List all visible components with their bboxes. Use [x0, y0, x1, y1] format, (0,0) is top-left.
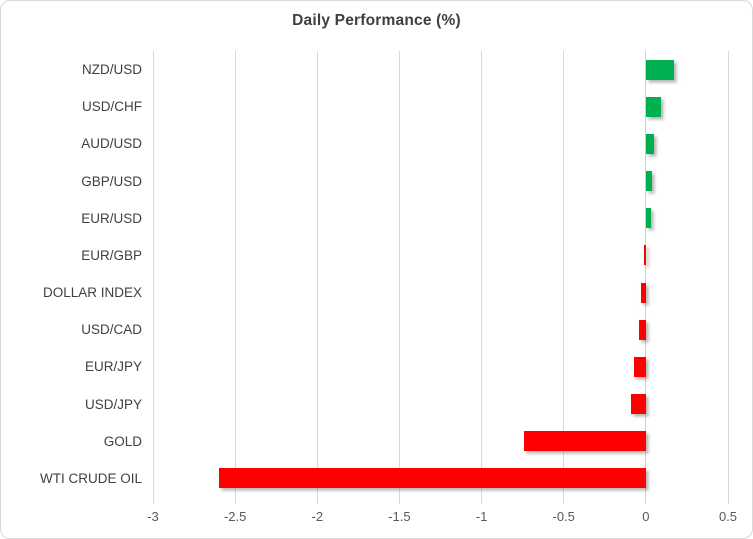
bar-dollar-index [640, 282, 646, 303]
bar-eur-usd [645, 208, 651, 229]
x-axis-tick [563, 497, 565, 504]
gridline [152, 51, 154, 497]
category-label: EUR/USD [81, 210, 142, 226]
x-tick-label: -3 [147, 509, 159, 524]
gridline [398, 51, 400, 497]
category-label: EUR/GBP [81, 247, 142, 263]
category-label: AUD/USD [81, 136, 142, 152]
bar-eur-gbp [644, 245, 646, 266]
x-tick-label: 0 [642, 509, 650, 524]
category-label: GOLD [103, 433, 142, 449]
x-axis-tick [481, 497, 483, 504]
x-tick-label: -2 [311, 509, 324, 524]
x-tick-label: -1 [475, 509, 488, 524]
chart-title: Daily Performance (%) [292, 12, 461, 29]
bar-gbp-usd [645, 171, 653, 192]
gridline [234, 51, 236, 497]
gridline [563, 51, 565, 497]
zero-gridline [645, 51, 647, 497]
bar-usd-jpy [631, 394, 646, 415]
category-label: USD/JPY [84, 396, 142, 412]
bar-usd-cad [639, 319, 646, 340]
bar-eur-jpy [634, 356, 646, 377]
gridline [316, 51, 318, 497]
plot-area [152, 51, 729, 497]
x-axis-tick [645, 497, 647, 504]
bar-usd-chf [645, 96, 661, 117]
bar-nzd-usd [645, 59, 674, 80]
x-tick-label: -2.5 [223, 509, 247, 524]
x-tick-label: 0.5 [718, 509, 738, 524]
category-label: GBP/USD [81, 173, 142, 189]
category-label: USD/CHF [82, 99, 142, 115]
x-axis-tick [234, 497, 236, 504]
category-label: USD/CAD [81, 322, 142, 338]
x-tick-label: -0.5 [552, 509, 575, 524]
x-axis-tick [398, 497, 400, 504]
gridline [727, 51, 729, 497]
category-label: WTI CRUDE OIL [39, 470, 142, 486]
x-tick-label: -1.5 [388, 509, 411, 524]
category-label: EUR/JPY [84, 359, 142, 375]
gridline [481, 51, 483, 497]
x-axis-tick [727, 497, 729, 504]
x-axis-tick [152, 497, 154, 504]
category-label: NZD/USD [82, 62, 142, 77]
bar-aud-usd [645, 133, 655, 154]
category-label: DOLLAR INDEX [42, 285, 142, 300]
bar-gold [524, 431, 646, 452]
bar-wti-crude-oil [218, 468, 646, 489]
x-axis-tick [316, 497, 318, 504]
